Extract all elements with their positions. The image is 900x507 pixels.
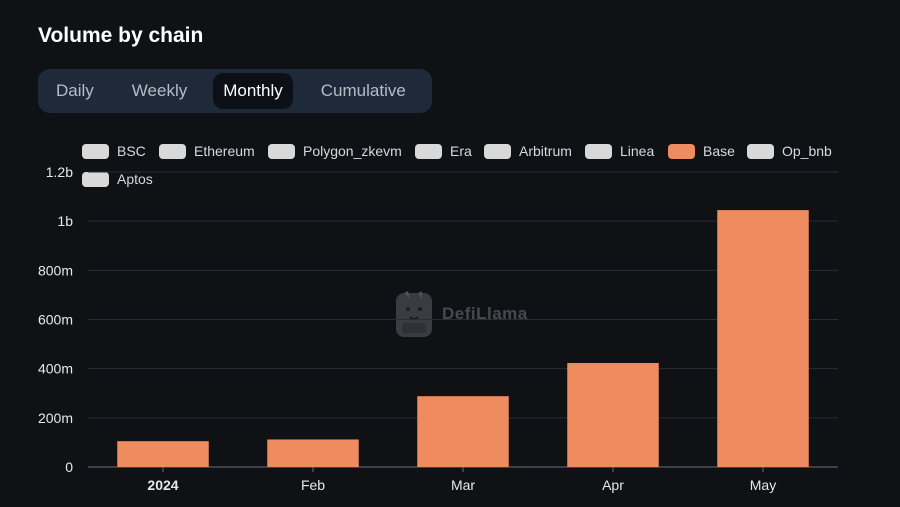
x-tick-label: Mar <box>451 477 475 493</box>
legend-label: Polygon_zkevm <box>303 143 402 159</box>
x-tick-label: 2024 <box>147 477 178 493</box>
legend-swatch <box>82 143 109 159</box>
legend-item-linea[interactable]: Linea <box>585 143 654 159</box>
legend-swatch <box>415 143 442 159</box>
x-tick-label: Apr <box>602 477 624 493</box>
tab-daily[interactable]: Daily <box>56 81 94 100</box>
legend-swatch <box>585 143 612 159</box>
y-tick-label: 1b <box>57 213 73 229</box>
legend-swatch <box>268 143 295 159</box>
x-tick-label: Feb <box>301 477 325 493</box>
bar-apr[interactable] <box>567 363 659 467</box>
legend-item-ethereum[interactable]: Ethereum <box>159 143 255 159</box>
legend-label: BSC <box>117 143 146 159</box>
legend-item-arbitrum[interactable]: Arbitrum <box>484 143 572 159</box>
y-tick-label: 800m <box>38 262 73 278</box>
legend-item-polygon-zkevm[interactable]: Polygon_zkevm <box>268 143 402 159</box>
llama-icon <box>396 291 434 337</box>
legend-label: Base <box>703 143 735 159</box>
legend-swatch <box>82 171 109 187</box>
legend-label: Aptos <box>117 171 153 187</box>
y-tick-label: 200m <box>38 410 73 426</box>
y-tick-label: 600m <box>38 312 73 328</box>
legend-label: Op_bnb <box>782 143 832 159</box>
timeframe-tabs: Daily Weekly Monthly Cumulative <box>38 69 432 113</box>
x-axis-ticks: 2024 Feb Mar Apr May <box>147 467 776 493</box>
tab-cumulative[interactable]: Cumulative <box>320 81 406 100</box>
chart-title: Volume by chain <box>38 24 204 47</box>
bar-mar[interactable] <box>417 396 509 467</box>
tab-weekly[interactable]: Weekly <box>131 81 188 100</box>
legend-item-bsc[interactable]: BSC <box>82 143 146 159</box>
legend-swatch <box>484 143 511 159</box>
bar-2024[interactable] <box>117 441 209 467</box>
legend-label: Ethereum <box>194 143 255 159</box>
legend-item-base[interactable]: Base <box>668 143 735 159</box>
legend-swatch <box>668 143 695 159</box>
defillama-watermark: DefiLlama <box>396 291 528 337</box>
grid-lines <box>88 171 838 468</box>
y-tick-label: 1.2b <box>46 164 73 180</box>
y-tick-label: 400m <box>38 361 73 377</box>
legend-swatch <box>747 143 774 159</box>
bar-may[interactable] <box>717 210 809 467</box>
legend-item-aptos[interactable]: Aptos <box>82 171 153 187</box>
watermark-text: DefiLlama <box>442 304 528 323</box>
x-tick-label: May <box>750 477 776 493</box>
bar-feb[interactable] <box>267 439 359 467</box>
bars <box>117 210 809 467</box>
legend-item-era[interactable]: Era <box>415 143 472 159</box>
y-tick-label: 0 <box>65 459 73 475</box>
legend-label: Linea <box>620 143 655 159</box>
tab-monthly[interactable]: Monthly <box>213 73 293 109</box>
legend-item-op-bnb[interactable]: Op_bnb <box>747 143 832 159</box>
y-axis-ticks: 0 200m 400m 600m 800m 1b 1.2b <box>38 164 73 475</box>
legend-swatch <box>159 143 186 159</box>
legend-label: Arbitrum <box>519 143 572 159</box>
legend-label: Era <box>450 143 472 159</box>
